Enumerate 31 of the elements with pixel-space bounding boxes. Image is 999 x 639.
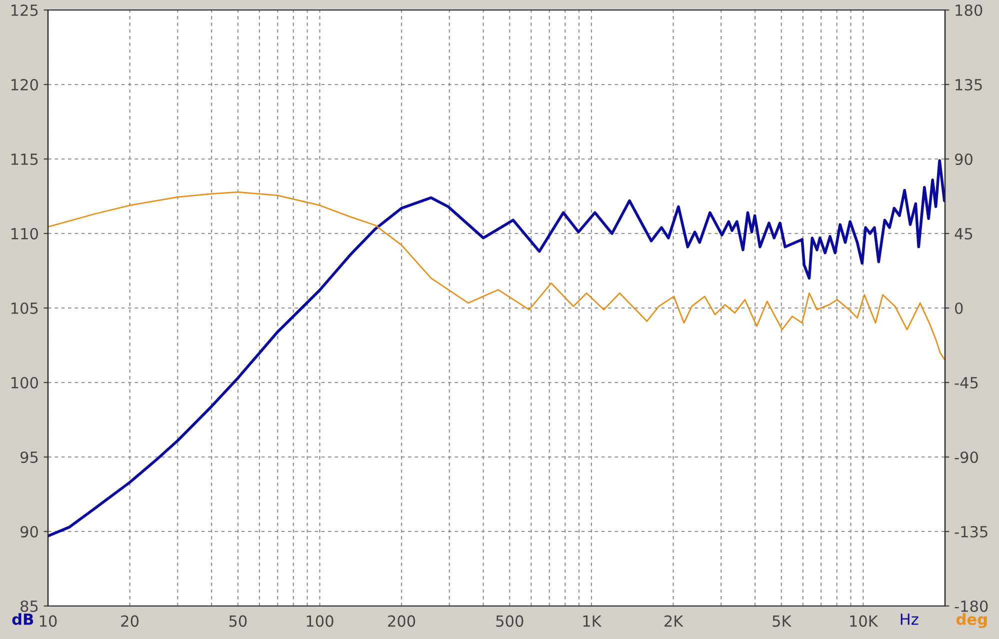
x-tick-label: 500 (496, 615, 524, 627)
y2-tick-label: 0 (955, 302, 963, 314)
x-tick-label: 100 (306, 615, 334, 627)
x-tick-label: 10K (850, 615, 878, 627)
y-tick-label: 95 (20, 451, 38, 464)
x-tick-label: 20 (121, 615, 139, 627)
y2-axis-title: deg (956, 613, 987, 628)
x-axis-title: Hz (900, 614, 918, 625)
x-tick-label: 10 (40, 615, 57, 627)
x-tick-label: 2K (664, 615, 684, 627)
y-tick-label: 120 (11, 78, 38, 91)
y-tick-label: 105 (11, 302, 38, 314)
y-tick-label: 90 (20, 526, 38, 538)
y-tick-label: 125 (11, 4, 38, 16)
y2-tick-label: -45 (954, 377, 978, 389)
y2-tick-label: 180 (956, 4, 982, 16)
y-tick-label: 100 (11, 376, 38, 389)
y2-tick-label: -90 (954, 451, 978, 464)
x-tick-label: 200 (388, 615, 416, 627)
x-tick-label: 5K (772, 616, 792, 627)
y2-tick-label: 90 (954, 153, 972, 166)
y-axis-title: dB (12, 613, 34, 625)
y-tick-label: 110 (11, 228, 38, 240)
y2-tick-label: 45 (954, 228, 972, 240)
x-tick-label: 50 (229, 615, 247, 627)
y-tick-label: 85 (20, 600, 38, 612)
y2-tick-label: -180 (954, 600, 988, 612)
y-tick-label: 115 (11, 154, 38, 166)
y2-tick-label: -135 (954, 526, 988, 538)
y2-tick-label: 135 (956, 78, 982, 91)
x-tick-label: 1K (583, 616, 602, 627)
